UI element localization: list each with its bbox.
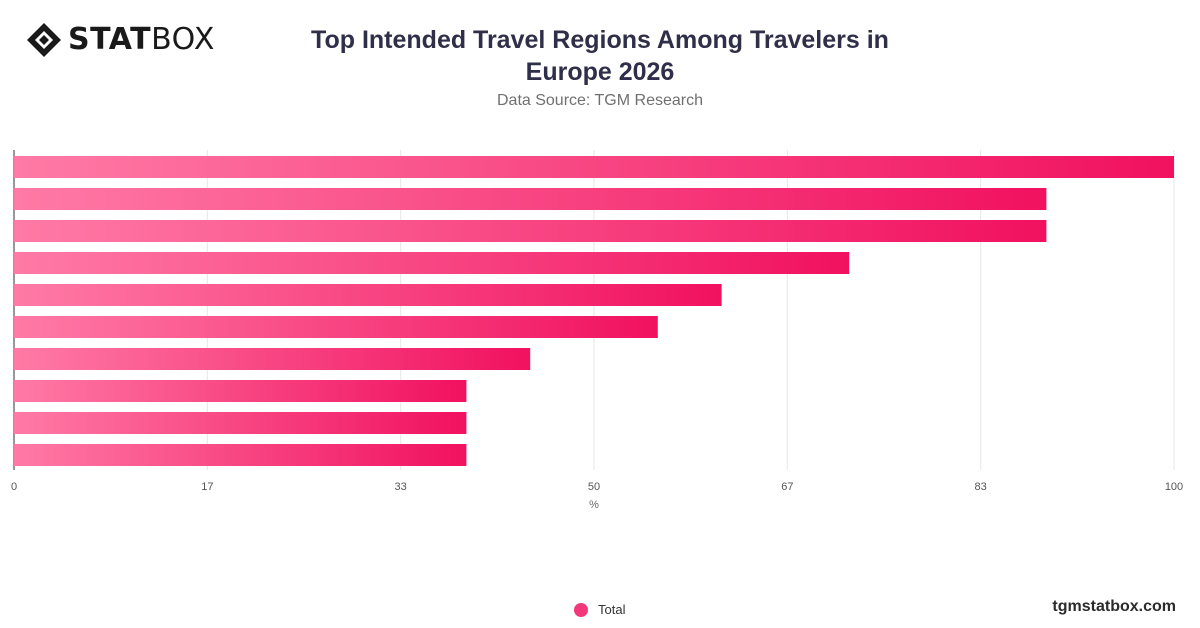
bars [14, 156, 1174, 466]
x-tick-label: 33 [395, 481, 407, 493]
bar[interactable] [14, 284, 722, 306]
bar[interactable] [14, 316, 658, 338]
x-tick-label: 83 [975, 481, 987, 493]
logo-text-bold: STAT [68, 22, 152, 57]
chart-subtitle: Data Source: TGM Research [496, 92, 703, 109]
chart-title-line-1: Top Intended Travel Regions Among Travel… [311, 26, 889, 54]
bar[interactable] [14, 220, 1047, 242]
bar[interactable] [14, 348, 531, 370]
x-tick-label: 17 [201, 481, 213, 493]
chart-title: Top Intended Travel Regions Among Travel… [0, 24, 1200, 88]
logo-text-light: BOX [151, 22, 215, 57]
logo-text: STATBOX [68, 25, 215, 55]
x-tick-label: 50 [588, 481, 600, 493]
bar[interactable] [14, 412, 467, 434]
bar[interactable] [14, 380, 467, 402]
bar[interactable] [14, 252, 850, 274]
site-url: tgmstatbox.com [1052, 598, 1176, 615]
bar[interactable] [14, 188, 1047, 210]
bar[interactable] [14, 156, 1174, 178]
legend-marker [574, 602, 588, 617]
x-tick-label: 0 [11, 481, 17, 493]
legend-label-total: Total [598, 602, 626, 617]
bar[interactable] [14, 444, 467, 466]
x-tick-label: 67 [781, 481, 793, 493]
x-axis-ticks: 0 17 33 50 67 83 100 [11, 481, 1183, 493]
chart-title-line-2: Europe 2026 [525, 58, 675, 86]
legend[interactable]: Total [574, 602, 625, 617]
statbox-logo: STATBOX [26, 22, 215, 58]
diamond-logo-icon [27, 23, 61, 57]
x-axis-title: % [589, 499, 599, 511]
x-tick-label: 100 [1165, 481, 1183, 493]
